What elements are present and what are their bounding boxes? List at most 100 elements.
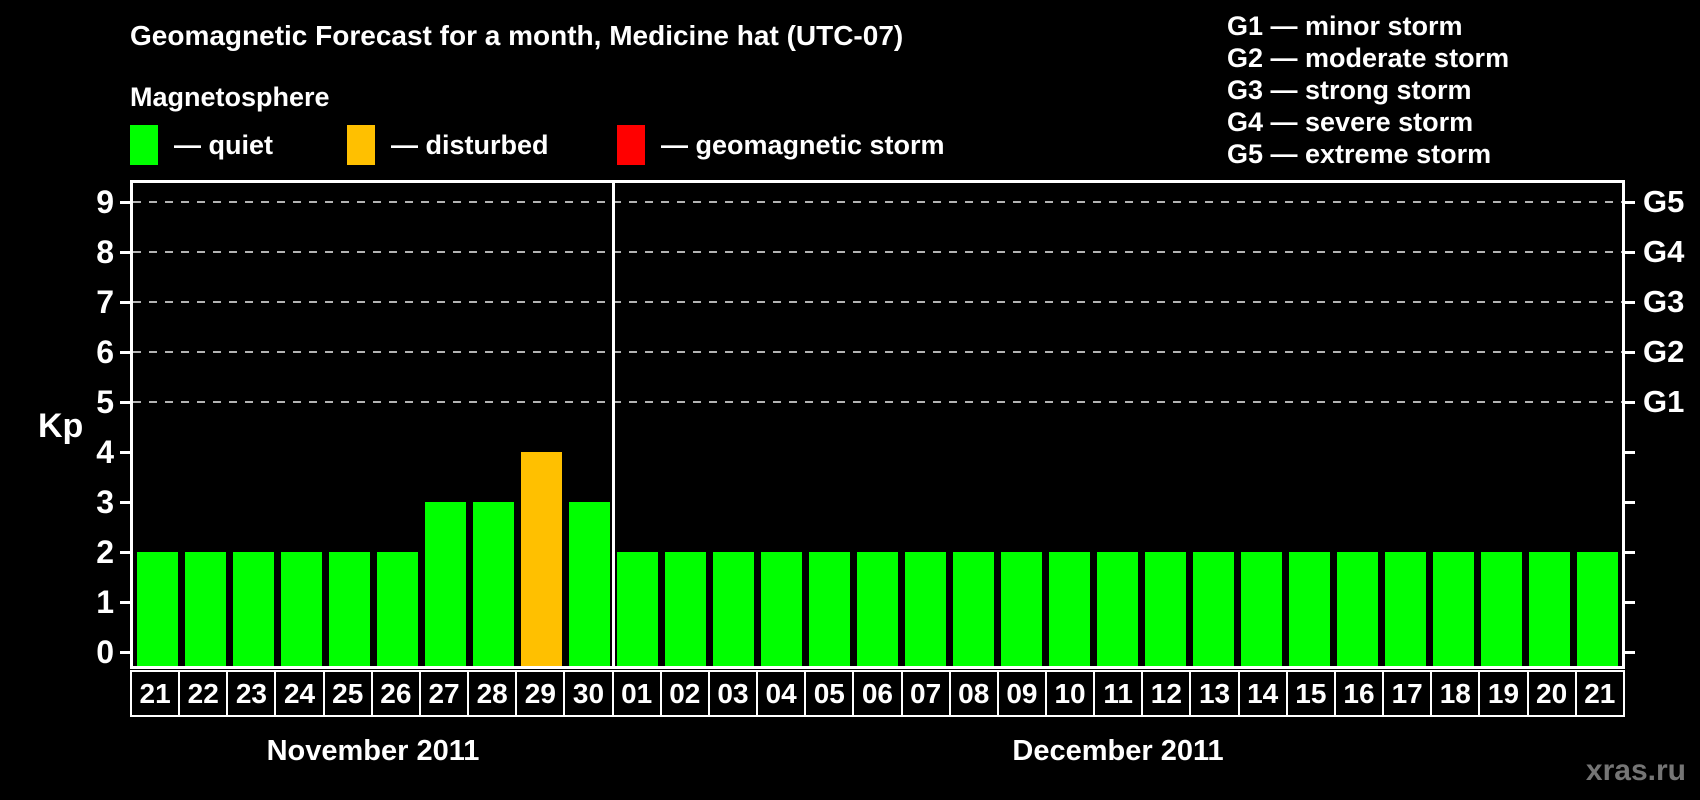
y-axis-tick <box>120 301 130 304</box>
g-axis-label-g3: G3 <box>1643 284 1685 319</box>
gridline-kp7 <box>133 301 1622 303</box>
legend-item-storm: — geomagnetic storm <box>617 124 945 166</box>
legend-item-disturbed: — disturbed <box>347 124 549 166</box>
y-axis-tick <box>120 201 130 204</box>
y-axis-tick <box>120 651 130 654</box>
g-scale-legend: G1 — minor storm G2 — moderate storm G3 — … <box>1227 10 1509 170</box>
date-cell: 18 <box>1432 672 1481 715</box>
kp-bar-21 <box>137 552 178 666</box>
disturbed-color-swatch <box>347 125 375 165</box>
date-cell: 22 <box>180 672 229 715</box>
kp-bar-04 <box>761 552 802 666</box>
kp-bar-23 <box>233 552 274 666</box>
g-scale-legend-row: G4 — severe storm <box>1227 107 1474 137</box>
kp-bar-29 <box>521 452 562 666</box>
kp-bar-27 <box>425 502 466 666</box>
y-axis-tick <box>120 551 130 554</box>
gridline-kp5 <box>133 401 1622 403</box>
y-axis-tick <box>120 501 130 504</box>
kp-bar-20 <box>1529 552 1570 666</box>
y-axis-tick-label: 1 <box>96 584 114 620</box>
date-cell: 21 <box>132 672 181 715</box>
y-axis-tick <box>120 601 130 604</box>
chart-title: Geomagnetic Forecast for a month, Medici… <box>130 20 904 51</box>
right-axis-tick <box>1625 601 1635 604</box>
month-label: December 2011 <box>1012 735 1224 767</box>
kp-bar-01 <box>617 552 658 666</box>
kp-bar-06 <box>857 552 898 666</box>
kp-bar-12 <box>1145 552 1186 666</box>
date-cell: 08 <box>951 672 999 715</box>
date-cell: 12 <box>1143 672 1192 715</box>
date-cell: 28 <box>469 672 518 715</box>
date-cell: 09 <box>999 672 1047 715</box>
y-axis-tick-label: 8 <box>96 234 114 270</box>
date-cell: 21 <box>1584 677 1616 709</box>
y-axis-tick-label: 7 <box>96 284 114 320</box>
right-axis-tick <box>1625 451 1635 454</box>
right-axis-tick <box>1625 401 1635 404</box>
date-cell: 10 <box>1047 672 1096 715</box>
date-cell: 23 <box>228 672 277 715</box>
legend-item-label: — disturbed <box>391 129 549 160</box>
g-axis-label-g1: G1 <box>1643 384 1685 419</box>
y-axis-tick <box>120 451 130 454</box>
kp-bar-16 <box>1337 552 1378 666</box>
right-axis-tick <box>1625 651 1635 654</box>
g-scale-legend-row: G5 — extreme storm <box>1227 139 1492 169</box>
right-axis-tick <box>1625 501 1635 504</box>
date-cell: 19 <box>1480 672 1529 715</box>
date-cell: 06 <box>854 672 903 715</box>
date-cell: 26 <box>373 672 421 715</box>
date-cell: 02 <box>662 672 710 715</box>
g-axis-label-g5: G5 <box>1643 184 1685 219</box>
y-axis-tick-label: 9 <box>96 184 114 220</box>
y-axis-tick <box>120 401 130 404</box>
date-cell: 01 <box>614 672 662 715</box>
right-axis-tick <box>1625 201 1635 204</box>
date-cell: 24 <box>276 672 325 715</box>
legend-item-quiet: — quiet <box>130 124 273 166</box>
kp-bar-19 <box>1481 552 1522 666</box>
date-cell: 03 <box>710 672 759 715</box>
y-axis-tick-label: 0 <box>96 634 114 670</box>
right-axis-tick <box>1625 301 1635 304</box>
legend-item-label: — geomagnetic storm <box>661 129 945 160</box>
gridline-kp8 <box>133 251 1622 253</box>
date-cell: 05 <box>806 672 855 715</box>
kp-bar-11 <box>1097 552 1138 666</box>
gridline-kp6 <box>133 351 1622 353</box>
storm-color-swatch <box>617 125 645 165</box>
date-cell: 07 <box>903 672 951 715</box>
kp-bar-03 <box>713 552 754 666</box>
right-axis-tick <box>1625 551 1635 554</box>
kp-bar-10 <box>1049 552 1090 666</box>
kp-bar-07 <box>905 552 946 666</box>
plot-area <box>130 180 1625 669</box>
kp-bar-14 <box>1241 552 1282 666</box>
month-label: November 2011 <box>266 735 480 767</box>
date-cell: 15 <box>1288 672 1336 715</box>
watermark: xras.ru <box>1585 754 1686 787</box>
g-scale-legend-row: G3 — strong storm <box>1227 75 1472 105</box>
date-cell: 14 <box>1240 672 1288 715</box>
date-axis: 21 22 23 24 25 26 27 28 29 30 01 02 03 04 05 06 07 08 09 10… <box>130 670 1625 717</box>
kp-bar-15 <box>1289 552 1330 666</box>
gridline-kp9 <box>133 201 1622 203</box>
g-scale-legend-row: G2 — moderate storm <box>1227 43 1510 73</box>
kp-bar-13 <box>1193 552 1234 666</box>
kp-axis-title: Kp <box>38 407 84 445</box>
quiet-color-swatch <box>130 125 158 165</box>
kp-bar-28 <box>473 502 514 666</box>
kp-bar-09 <box>1001 552 1042 666</box>
date-cell: 27 <box>421 672 470 715</box>
date-cell: 29 <box>517 672 566 715</box>
legend-item-label: — quiet <box>174 129 273 160</box>
date-cell: 20 <box>1529 672 1577 715</box>
y-axis-tick-label: 3 <box>96 484 114 520</box>
y-axis-tick-label: 5 <box>96 384 114 420</box>
y-axis-tick-label: 2 <box>96 534 114 570</box>
y-axis-tick <box>120 251 130 254</box>
right-axis-tick <box>1625 251 1635 254</box>
kp-bar-24 <box>281 552 322 666</box>
